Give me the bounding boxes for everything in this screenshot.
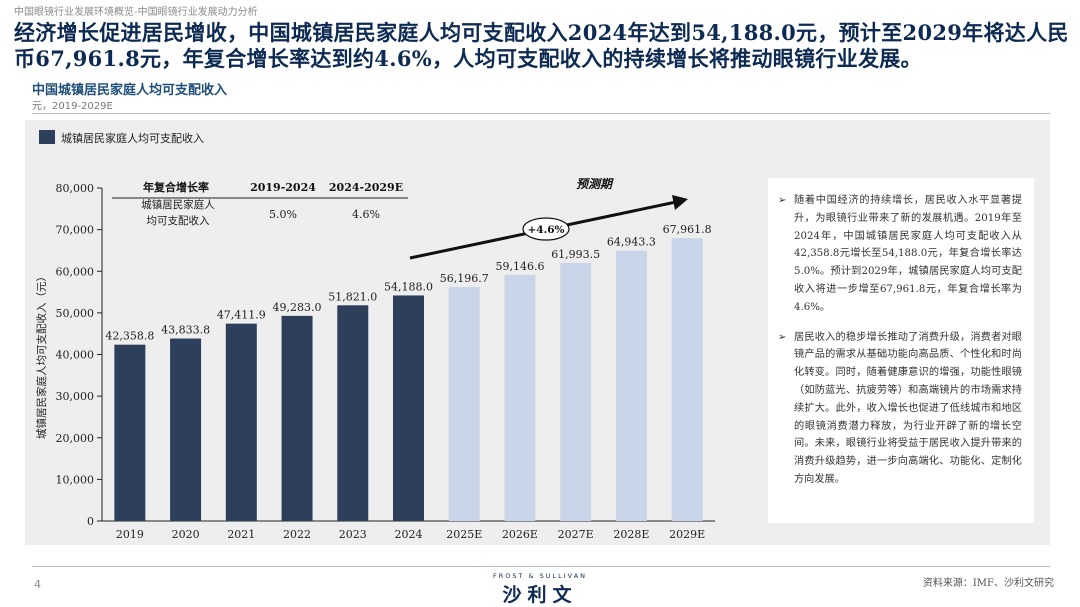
bar xyxy=(225,323,257,521)
chart-subtitle: 元，2019-2029E xyxy=(32,101,113,112)
legend-swatch xyxy=(39,130,55,144)
arrow-right-icon: ➢ xyxy=(778,195,787,206)
x-tick-label: 2023 xyxy=(339,528,367,541)
cagr-table: 年复合增长率 2019-2024 2024-2029E 城镇居民家庭人 均可支配… xyxy=(112,180,408,227)
bar-value-label: 54,188.0 xyxy=(384,280,433,293)
cagr-value-1: 5.0% xyxy=(269,208,297,221)
y-tick-label: 80,000 xyxy=(56,182,95,195)
brand-logo: 沙利文 xyxy=(502,584,578,606)
title-divider xyxy=(32,113,1050,114)
x-tick-label: 2027E xyxy=(558,528,594,541)
breadcrumb: 中国眼镜行业发展环境概览-中国眼镜行业发展动力分析 xyxy=(14,7,258,18)
y-tick-label: 40,000 xyxy=(56,349,95,362)
x-tick-label: 2029E xyxy=(669,528,705,541)
y-tick-label: 0 xyxy=(87,515,94,528)
footer-divider xyxy=(32,566,1050,567)
bar xyxy=(560,262,592,521)
source-note: 资料来源：IMF、沙利文研究 xyxy=(922,578,1054,589)
x-tick-label: 2020 xyxy=(172,528,200,541)
y-tick-label: 60,000 xyxy=(56,265,95,278)
y-axis-title: 城镇居民家庭人均可支配收入（元） xyxy=(35,271,48,439)
bar xyxy=(170,338,202,521)
y-tick-label: 10,000 xyxy=(56,473,95,486)
y-tick-label: 70,000 xyxy=(56,224,95,237)
x-tick-label: 2021 xyxy=(227,528,255,541)
cagr-row-label-line1: 城镇居民家庭人 xyxy=(141,198,215,211)
brand-wordmark: FROST & SULLIVAN xyxy=(492,572,588,580)
trend-arrow-head xyxy=(672,195,688,210)
bar-value-label: 51,821.0 xyxy=(328,290,377,303)
x-tick-label: 2019 xyxy=(116,528,144,541)
bar-value-label: 42,358.8 xyxy=(105,330,154,343)
cagr-header-period-2: 2024-2029E xyxy=(329,181,403,194)
bar xyxy=(281,315,313,521)
y-tick-label: 20,000 xyxy=(56,432,95,445)
bar-value-label: 61,993.5 xyxy=(551,248,600,261)
cagr-row-label-line2: 均可支配收入 xyxy=(147,214,210,227)
x-tick-label: 2025E xyxy=(446,528,482,541)
page-headline: 经济增长促进居民增收，中国城镇居民家庭人均可支配收入2024年达到54,188.… xyxy=(14,20,1069,71)
bar-value-label: 49,283.0 xyxy=(273,301,322,314)
y-tick-label: 50,000 xyxy=(56,307,95,320)
bar xyxy=(448,287,480,521)
bar-value-label: 59,146.6 xyxy=(495,260,544,273)
x-tick-label: 2024 xyxy=(395,528,423,541)
commentary-text-1: 随着中国经济的持续增长，居民收入水平显著提升，为眼镜行业带来了新的发展机遇。20… xyxy=(794,195,1022,313)
bar xyxy=(615,250,647,521)
legend-label: 城镇居民家庭人均可支配收入 xyxy=(61,131,204,145)
bar-value-label: 43,833.8 xyxy=(161,324,210,337)
page-number: 4 xyxy=(34,578,41,591)
bar-value-label: 67,961.8 xyxy=(663,223,712,236)
bar-value-label: 56,196.7 xyxy=(440,272,489,285)
trend-badge-label: +4.6% xyxy=(527,224,564,236)
bar xyxy=(337,305,369,521)
forecast-period-label: 预测期 xyxy=(576,177,614,191)
commentary-text-2: 居民收入的稳步增长推动了消费升级，消费者对眼镜产品的需求从基础功能向高品质、个性… xyxy=(794,331,1022,485)
commentary-panel: ➢ 随着中国经济的持续增长，居民收入水平显著提升，为眼镜行业带来了新的发展机遇。… xyxy=(768,178,1034,523)
x-tick-label: 2026E xyxy=(502,528,538,541)
bar-value-label: 47,411.9 xyxy=(217,309,266,322)
bar xyxy=(393,295,424,521)
commentary-paragraph-2: ➢ 居民收入的稳步增长推动了消费升级，消费者对眼镜产品的需求从基础功能向高品质、… xyxy=(778,329,1022,489)
trend-badge xyxy=(522,217,570,241)
cagr-header-label: 年复合增长率 xyxy=(143,180,209,194)
arrow-right-icon: ➢ xyxy=(778,331,787,343)
chart-title: 中国城镇居民家庭人均可支配收入 xyxy=(32,83,228,98)
bar-value-label: 64,943.3 xyxy=(607,236,656,249)
bar xyxy=(504,274,536,521)
commentary-paragraph-1: ➢ 随着中国经济的持续增长，居民收入水平显著提升，为眼镜行业带来了新的发展机遇。… xyxy=(778,192,1022,317)
cagr-value-2: 4.6% xyxy=(352,208,380,221)
cagr-header-period-1: 2019-2024 xyxy=(250,181,316,194)
x-tick-label: 2028E xyxy=(613,528,649,541)
bar xyxy=(114,344,146,521)
bar xyxy=(671,238,703,521)
x-tick-label: 2022 xyxy=(283,528,311,541)
y-tick-label: 30,000 xyxy=(56,390,95,403)
